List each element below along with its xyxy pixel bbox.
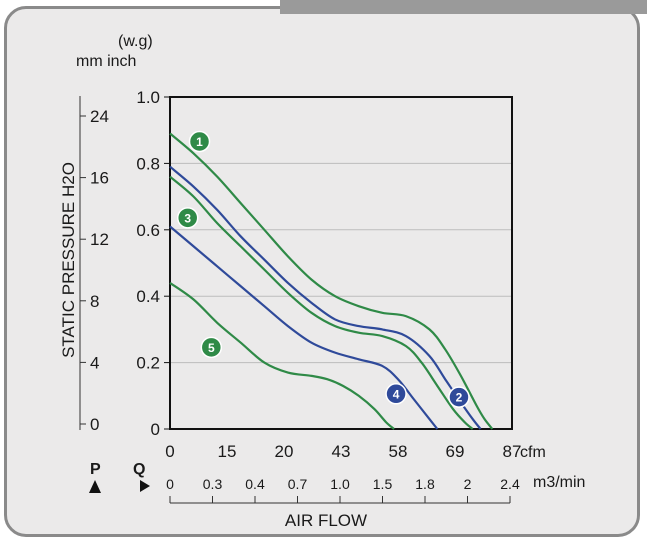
x-tick-cfm: 69	[446, 442, 465, 461]
y-tick-inch: 0.4	[136, 287, 160, 306]
y-tick-mm: 12	[90, 230, 109, 249]
x-tick-cfm: 0	[165, 442, 174, 461]
x-ticks-cfm: 0 15 20 43 58 69 87	[165, 442, 521, 461]
x-tick-cfm: 87	[503, 442, 522, 461]
x-ticks-m3: 0 0.3 0.4 0.7 1.0 1.5 1.8 2 2.4	[166, 476, 520, 503]
curve-marker-label: 1	[196, 135, 203, 149]
x-tick-m3: 0.7	[288, 476, 308, 492]
units-bottom: mm inch	[76, 53, 136, 70]
curve-marker-label: 4	[393, 387, 400, 401]
x-tick-m3: 2	[464, 476, 472, 492]
curve-3	[170, 177, 473, 429]
grid-lines	[170, 163, 512, 362]
curve-marker-label: 5	[208, 341, 215, 355]
y-tick-inch: 0.6	[136, 221, 160, 240]
y-tick-inch: 0.8	[136, 154, 160, 173]
x-tick-m3: 1.5	[373, 476, 393, 492]
x-tick-m3: 0.4	[245, 476, 265, 492]
x-unit-m3: m3/min	[533, 474, 585, 491]
plot-border	[170, 97, 512, 429]
curve-marker-label: 3	[184, 211, 191, 225]
p-arrow-icon	[89, 480, 101, 493]
y-tick-inch: 0.2	[136, 354, 160, 373]
x-tick-m3: 1.0	[330, 476, 350, 492]
p-label: P	[90, 461, 101, 478]
x-tick-cfm: 58	[389, 442, 408, 461]
y-tick-mm: 8	[90, 292, 99, 311]
x-tick-m3: 1.8	[415, 476, 435, 492]
fan-curves: 1 2 3 4 5	[170, 131, 492, 429]
y-axis-title: STATIC PRESSURE H2O	[59, 162, 78, 358]
q-label: Q	[133, 461, 145, 478]
curve-2	[170, 167, 481, 429]
y-tick-mm: 0	[90, 415, 99, 434]
x-tick-cfm: 20	[275, 442, 294, 461]
y-ticks-inch: 1.0 0.8 0.6 0.4 0.2 0	[136, 88, 170, 439]
x-tick-cfm: 43	[332, 442, 351, 461]
y-tick-mm: 4	[90, 353, 99, 372]
y-tick-mm: 24	[90, 107, 109, 126]
x-tick-cfm: 15	[218, 442, 237, 461]
y-ticks-mm: 24 16 12 8 4 0	[80, 107, 109, 434]
x-axis-title: AIR FLOW	[285, 511, 367, 530]
y-tick-mm: 16	[90, 169, 109, 188]
x-tick-m3: 0	[166, 476, 174, 492]
y-tick-inch: 0	[151, 420, 160, 439]
x-tick-m3: 0.3	[203, 476, 223, 492]
q-arrow-icon	[140, 480, 150, 492]
x-unit-cfm: cfm	[520, 444, 546, 461]
curve-marker-label: 2	[456, 391, 463, 405]
units-top: (w.g)	[118, 33, 153, 50]
x-tick-m3: 2.4	[500, 476, 520, 492]
y-tick-inch: 1.0	[136, 88, 160, 107]
curve-1	[170, 134, 492, 429]
curve-5	[170, 283, 394, 429]
